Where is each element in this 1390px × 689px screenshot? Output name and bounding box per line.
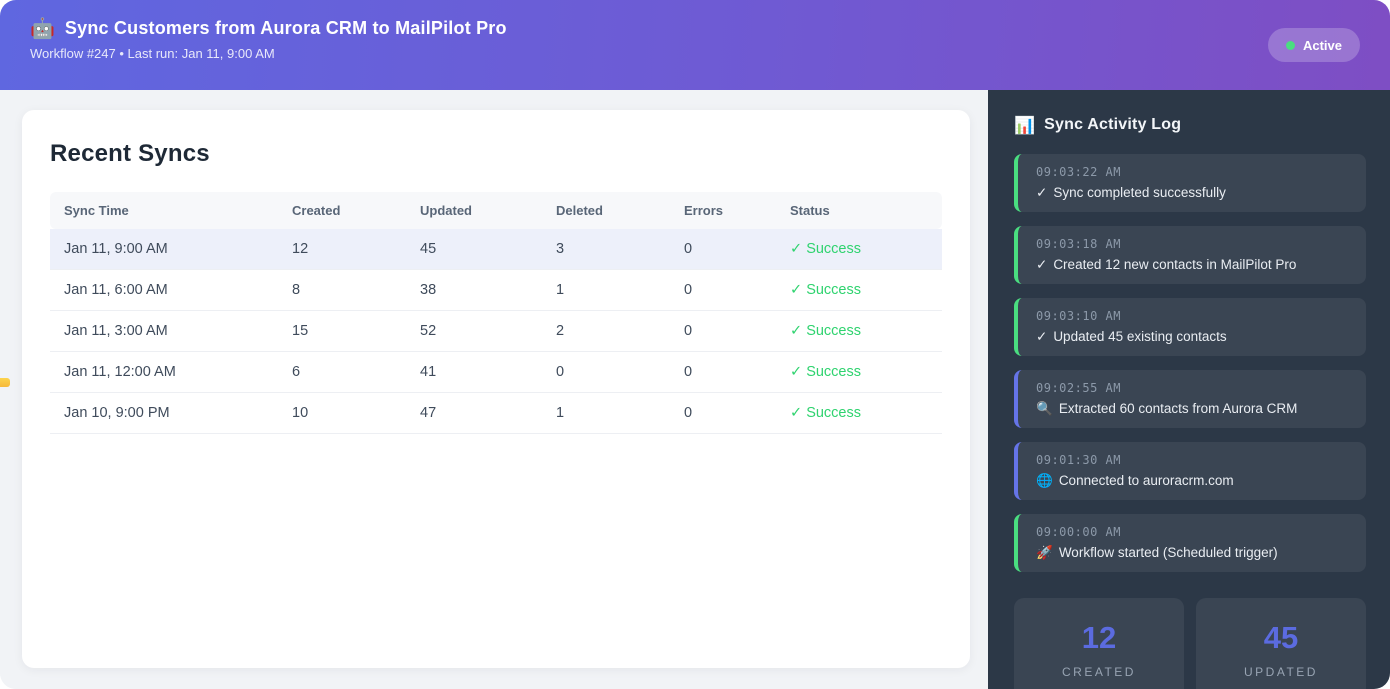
- created-label: CREATED: [1062, 665, 1136, 679]
- cell-sync-time: Jan 11, 6:00 AM: [50, 269, 278, 311]
- status-label: Success: [806, 405, 861, 421]
- cell-sync-time: Jan 11, 9:00 AM: [50, 229, 278, 270]
- rocket-icon: 🚀: [1036, 545, 1053, 560]
- workflow-subtitle: Workflow #247 • Last run: Jan 11, 9:00 A…: [30, 46, 275, 61]
- check-icon: ✓: [790, 405, 803, 421]
- log-message-text: Extracted 60 contacts from Aurora CRM: [1058, 401, 1298, 416]
- log-timestamp: 09:03:10 AM: [1036, 309, 1121, 323]
- log-message-text: Updated 45 existing contacts: [1053, 329, 1227, 344]
- cell-errors: 0: [670, 351, 776, 393]
- cell-deleted: 2: [542, 310, 670, 352]
- column-header-status: Status: [776, 192, 942, 229]
- cell-errors: 0: [670, 310, 776, 352]
- log-message-text: Connected to auroracrm.com: [1058, 473, 1234, 488]
- workflow-header: 🤖 Sync Customers from Aurora CRM to Mail…: [0, 0, 1390, 90]
- table-row[interactable]: Jan 11, 3:00 AM 15 52 2 0 ✓ Success: [50, 310, 942, 352]
- main-content: Recent Syncs Sync Time Created Updated D…: [0, 90, 988, 689]
- column-header-sync-time: Sync Time: [50, 192, 278, 229]
- table-row[interactable]: Jan 11, 12:00 AM 6 41 0 0 ✓ Success: [50, 351, 942, 393]
- active-dot-icon: [1285, 40, 1295, 50]
- cell-deleted: 1: [542, 392, 670, 434]
- log-entry: 09:03:18 AM ✓ Created 12 new contacts in …: [1014, 226, 1366, 284]
- table-row[interactable]: Jan 11, 6:00 AM 8 38 1 0 ✓ Success: [50, 269, 942, 311]
- log-message-text: Workflow started (Scheduled trigger): [1058, 545, 1278, 560]
- log-timestamp: 09:02:55 AM: [1036, 381, 1121, 395]
- log-message-text: Created 12 new contacts in MailPilot Pro: [1053, 257, 1297, 272]
- log-entry: 09:00:00 AM 🚀 Workflow started (Scheduled…: [1014, 514, 1366, 572]
- log-entry: 09:03:10 AM ✓ Updated 45 existing contact…: [1014, 298, 1366, 356]
- check-icon: ✓: [790, 241, 803, 257]
- column-header-created: Created: [278, 192, 406, 229]
- status-label: Success: [806, 323, 861, 339]
- cell-sync-time: Jan 11, 12:00 AM: [50, 351, 278, 393]
- bar-chart-icon: 📊: [1014, 115, 1036, 135]
- stat-card-created: 12 CREATED: [1014, 598, 1184, 689]
- cell-deleted: 1: [542, 269, 670, 311]
- cell-errors: 0: [670, 392, 776, 434]
- check-icon: ✓: [1036, 185, 1048, 200]
- magnifier-icon: 🔍: [1036, 401, 1053, 416]
- log-message-text: Sync completed successfully: [1053, 185, 1226, 200]
- column-header-deleted: Deleted: [542, 192, 670, 229]
- check-icon: ✓: [790, 282, 803, 298]
- cell-updated: 52: [406, 310, 542, 352]
- status-badge: ✓ Success: [776, 310, 942, 352]
- cell-created: 12: [278, 229, 406, 270]
- cell-created: 6: [278, 351, 406, 393]
- log-entry: 09:03:22 AM ✓ Sync completed successfully: [1014, 154, 1366, 212]
- column-header-errors: Errors: [670, 192, 776, 229]
- updated-label: UPDATED: [1244, 665, 1318, 679]
- activity-log-title: Sync Activity Log: [1044, 116, 1182, 133]
- log-entry: 09:02:55 AM 🔍 Extracted 60 contacts from …: [1014, 370, 1366, 428]
- status-badge: ✓ Success: [776, 229, 942, 270]
- check-icon: ✓: [790, 364, 803, 380]
- workflow-title: Sync Customers from Aurora CRM to MailPi…: [64, 18, 507, 38]
- cell-updated: 41: [406, 351, 542, 393]
- activity-log-sidebar: 📊 Sync Activity Log 09:03:22 AM ✓ Sync co…: [988, 90, 1390, 689]
- cell-created: 8: [278, 269, 406, 311]
- status-badge: ✓ Success: [776, 392, 942, 434]
- status-label: Success: [806, 282, 861, 298]
- column-header-updated: Updated: [406, 192, 542, 229]
- cell-updated: 45: [406, 229, 542, 270]
- log-entry: 09:01:30 AM 🌐 Connected to auroracrm.com: [1014, 442, 1366, 500]
- log-timestamp: 09:01:30 AM: [1036, 453, 1121, 467]
- created-count: 12: [1081, 620, 1117, 655]
- recent-syncs-table: Sync Time Created Updated Deleted Errors…: [50, 192, 942, 434]
- recent-syncs-card: Recent Syncs Sync Time Created Updated D…: [22, 110, 970, 668]
- table-header-row: Sync Time Created Updated Deleted Errors…: [50, 192, 942, 229]
- table-row[interactable]: Jan 10, 9:00 PM 10 47 1 0 ✓ Success: [50, 392, 942, 434]
- cell-deleted: 0: [542, 351, 670, 393]
- updated-count: 45: [1263, 620, 1299, 655]
- cell-created: 10: [278, 392, 406, 434]
- table-row[interactable]: Jan 11, 9:00 AM 12 45 3 0 ✓ Success: [50, 229, 942, 270]
- log-timestamp: 09:03:22 AM: [1036, 165, 1121, 179]
- check-icon: ✓: [1036, 329, 1048, 344]
- cell-errors: 0: [670, 269, 776, 311]
- pencil-edge-artifact: [0, 378, 10, 387]
- cell-created: 15: [278, 310, 406, 352]
- cell-updated: 38: [406, 269, 542, 311]
- check-icon: ✓: [1036, 257, 1048, 272]
- cell-errors: 0: [670, 229, 776, 270]
- globe-icon: 🌐: [1036, 473, 1053, 488]
- status-label: Success: [806, 364, 861, 380]
- status-label: Success: [806, 241, 861, 257]
- robot-icon: 🤖: [30, 17, 55, 40]
- log-timestamp: 09:03:18 AM: [1036, 237, 1121, 251]
- active-status-badge[interactable]: Active: [1267, 28, 1360, 62]
- check-icon: ✓: [790, 323, 803, 339]
- page-title: Recent Syncs: [50, 140, 210, 167]
- cell-deleted: 3: [542, 229, 670, 270]
- active-status-label: Active: [1302, 37, 1342, 53]
- cell-sync-time: Jan 11, 3:00 AM: [50, 310, 278, 352]
- log-timestamp: 09:00:00 AM: [1036, 525, 1121, 539]
- status-badge: ✓ Success: [776, 269, 942, 311]
- status-badge: ✓ Success: [776, 351, 942, 393]
- cell-updated: 47: [406, 392, 542, 434]
- stat-card-updated: 45 UPDATED: [1196, 598, 1366, 689]
- cell-sync-time: Jan 10, 9:00 PM: [50, 392, 278, 434]
